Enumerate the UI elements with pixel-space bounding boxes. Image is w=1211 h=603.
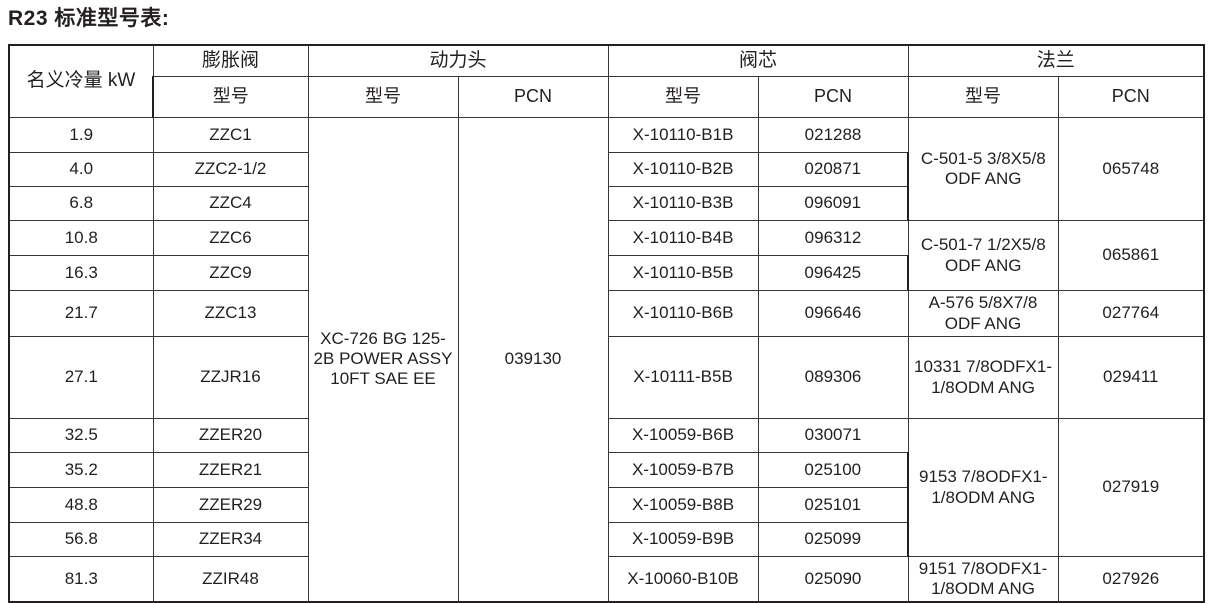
cell-flange-model: A-576 5/8X7/8 ODF ANG xyxy=(907,290,1059,337)
cell-valve-core-model: X-10059-B6B xyxy=(607,418,759,453)
table-row: 35.2 ZZER21 X-10059-B7B 025100 xyxy=(8,452,1204,488)
cell-expansion-valve-model: ZZC6 xyxy=(152,220,309,256)
cell-valve-core-pcn: 020871 xyxy=(757,152,910,187)
cell-flange-pcn: 065861 xyxy=(1057,220,1206,291)
cell-valve-core-model: X-10060-B10B xyxy=(607,556,759,602)
cell-flange-model: 10331 7/8ODFX1-1/8ODM ANG xyxy=(907,336,1059,419)
cell-power-head-pcn: 039130 xyxy=(457,117,609,602)
table-row: 81.3 ZZIR48 X-10060-B10B 025090 9151 7/8ODFX… xyxy=(8,556,1206,602)
table-row: 56.8 ZZER34 X-10059-B9B 025099 xyxy=(8,522,1204,557)
cell-valve-core-pcn: 096425 xyxy=(757,255,910,291)
cell-valve-core-pcn: 025101 xyxy=(757,487,910,523)
cell-expansion-valve-model: ZZIR48 xyxy=(152,556,309,602)
cell-valve-core-model: X-10110-B3B xyxy=(607,186,759,221)
table-row: 6.8 ZZC4 X-10110-B3B 096091 xyxy=(8,186,1204,221)
table-row: 1.9 ZZC1 XC-726 BG 125-2B POWER ASSY 10FT … xyxy=(8,117,1206,602)
header-row-groups: 名义冷量 kW 膨胀阀 动力头 阀芯 法兰 xyxy=(8,44,1206,118)
header-group-power-head: 动力头 xyxy=(307,44,609,77)
header-valve-core-pcn: PCN xyxy=(757,76,909,118)
cell-capacity: 16.3 xyxy=(8,255,154,291)
cell-capacity: 21.7 xyxy=(8,290,154,337)
cell-flange-pcn: 029411 xyxy=(1057,336,1206,419)
cell-valve-core-pcn: 025100 xyxy=(757,452,910,488)
header-row-sub: 型号 型号 PCN 型号 PCN 型号 PCN xyxy=(9,76,1206,118)
cell-flange-model: C-501-5 3/8X5/8 ODF ANG xyxy=(907,117,1059,221)
cell-valve-core-pcn: 096646 xyxy=(757,290,909,337)
cell-expansion-valve-model: ZZER20 xyxy=(152,418,309,453)
cell-flange-pcn: 027764 xyxy=(1057,290,1206,337)
cell-valve-core-pcn: 096091 xyxy=(757,186,910,221)
cell-valve-core-model: X-10110-B4B xyxy=(607,220,759,256)
header-capacity: 名义冷量 kW xyxy=(8,44,154,118)
cell-expansion-valve-model: ZZER34 xyxy=(152,522,309,557)
cell-valve-core-model: X-10110-B5B xyxy=(607,255,759,291)
header-power-head-pcn: PCN xyxy=(457,76,609,118)
header-group-flange: 法兰 xyxy=(907,44,1206,77)
page-title: R23 标准型号表: xyxy=(8,7,170,30)
cell-flange-model: 9151 7/8ODFX1-1/8ODM ANG xyxy=(907,556,1059,602)
table-head: 名义冷量 kW 膨胀阀 动力头 阀芯 法兰 型号 型号 PCN 型号 PCN 型… xyxy=(8,44,1206,118)
cell-valve-core-model: X-10111-B5B xyxy=(607,336,759,419)
cell-capacity: 27.1 xyxy=(8,336,154,419)
cell-power-head-model: XC-726 BG 125-2B POWER ASSY 10FT SAE EE xyxy=(307,117,459,602)
table-row: 32.5 ZZER20 X-10059-B6B 030071 9153 7/8ODFX1… xyxy=(8,418,1206,557)
cell-valve-core-model: X-10059-B8B xyxy=(607,487,759,523)
cell-expansion-valve-model: ZZC1 xyxy=(152,117,309,153)
cell-expansion-valve-model: ZZER21 xyxy=(152,452,309,488)
cell-valve-core-model: X-10059-B9B xyxy=(607,522,759,557)
cell-expansion-valve-model: ZZC13 xyxy=(152,290,309,337)
header-flange-pcn: PCN xyxy=(1057,76,1206,118)
cell-capacity: 56.8 xyxy=(8,522,154,557)
cell-capacity: 35.2 xyxy=(8,452,154,488)
cell-valve-core-model: X-10110-B6B xyxy=(607,290,759,337)
table-row: 10.8 ZZC6 X-10110-B4B 096312 C-501-7 1/2X5/8… xyxy=(8,220,1206,291)
cell-expansion-valve-model: ZZC4 xyxy=(152,186,309,221)
header-valve-core-model: 型号 xyxy=(607,76,759,118)
table-row: 48.8 ZZER29 X-10059-B8B 025101 xyxy=(8,487,1204,523)
cell-valve-core-pcn: 096312 xyxy=(757,220,909,256)
cell-capacity: 6.8 xyxy=(8,186,154,221)
cell-capacity: 10.8 xyxy=(8,220,154,256)
cell-flange-model: 9153 7/8ODFX1-1/8ODM ANG xyxy=(907,418,1059,557)
cell-flange-model: C-501-7 1/2X5/8 ODF ANG xyxy=(907,220,1059,291)
header-group-valve-core: 阀芯 xyxy=(607,44,909,77)
table-row: 21.7 ZZC13 X-10110-B6B 096646 A-576 5/8X7/8 … xyxy=(8,290,1206,337)
table-row: 4.0 ZZC2-1/2 X-10110-B2B 020871 xyxy=(8,152,1204,187)
cell-capacity: 4.0 xyxy=(8,152,154,187)
cell-expansion-valve-model: ZZC2-1/2 xyxy=(152,152,309,187)
header-power-head-model: 型号 xyxy=(307,76,459,118)
cell-flange-pcn: 027919 xyxy=(1057,418,1206,557)
header-expansion-valve-model: 型号 xyxy=(152,76,309,118)
cell-capacity: 48.8 xyxy=(8,487,154,523)
spec-table-container: 名义冷量 kW 膨胀阀 动力头 阀芯 法兰 型号 型号 PCN 型号 PCN 型… xyxy=(8,44,1206,603)
cell-valve-core-pcn: 025099 xyxy=(757,522,910,557)
table-body: 1.9 ZZC1 XC-726 BG 125-2B POWER ASSY 10FT … xyxy=(8,117,1206,602)
cell-capacity: 32.5 xyxy=(8,418,154,453)
table-row: 16.3 ZZC9 X-10110-B5B 096425 xyxy=(8,255,1204,291)
cell-valve-core-model: X-10110-B1B xyxy=(607,117,759,153)
cell-expansion-valve-model: ZZC9 xyxy=(152,255,309,291)
header-flange-model: 型号 xyxy=(907,76,1059,118)
table-row: 27.1 ZZJR16 X-10111-B5B 089306 10331 7/8ODFX… xyxy=(8,336,1206,419)
cell-expansion-valve-model: ZZER29 xyxy=(152,487,309,523)
cell-valve-core-pcn: 021288 xyxy=(757,117,909,153)
cell-valve-core-pcn: 089306 xyxy=(757,336,909,419)
r23-standard-model-table: 名义冷量 kW 膨胀阀 动力头 阀芯 法兰 型号 型号 PCN 型号 PCN 型… xyxy=(8,44,1206,603)
header-group-expansion-valve: 膨胀阀 xyxy=(152,44,309,77)
cell-valve-core-model: X-10110-B2B xyxy=(607,152,759,187)
cell-valve-core-pcn: 030071 xyxy=(757,418,909,453)
cell-capacity: 1.9 xyxy=(8,117,154,153)
cell-valve-core-model: X-10059-B7B xyxy=(607,452,759,488)
cell-flange-pcn: 065748 xyxy=(1057,117,1206,221)
cell-expansion-valve-model: ZZJR16 xyxy=(152,336,309,419)
